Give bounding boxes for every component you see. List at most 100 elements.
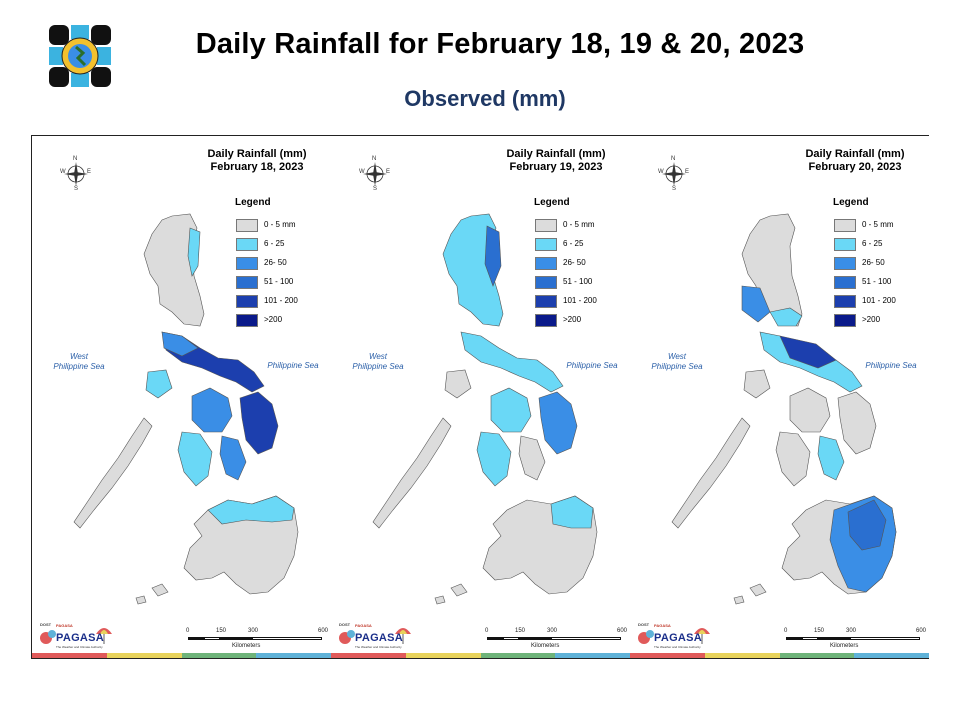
brand-color-segment xyxy=(480,653,556,658)
pagasa-name: PAGASA xyxy=(355,632,404,644)
scale-tick: 600 xyxy=(318,628,329,634)
legend-swatch xyxy=(834,314,856,327)
scale-bar-segment xyxy=(188,637,204,640)
pagasa-small-label: PAGASA xyxy=(355,623,372,628)
scale-bar-segment xyxy=(818,637,850,640)
brand-color-strip xyxy=(331,653,630,658)
scale-bar-segment xyxy=(220,637,252,640)
panel-title-text: Daily Rainfall (mm) xyxy=(506,148,606,160)
legend-label: 101 - 200 xyxy=(563,296,597,305)
scale-bar-segment xyxy=(786,637,802,640)
legend-swatch xyxy=(834,276,856,289)
legend-label: >200 xyxy=(264,315,283,324)
legend-label: 26- 50 xyxy=(563,258,586,267)
compass-letter-n: N xyxy=(73,156,78,162)
legend-title: Legend xyxy=(534,197,570,208)
scale-bar-segment xyxy=(204,637,220,640)
scale-tick: 150 xyxy=(814,628,825,634)
legend-label: >200 xyxy=(563,315,582,324)
scale-tick: 600 xyxy=(617,628,628,634)
legend-swatch xyxy=(834,219,856,232)
brand-color-segment xyxy=(256,653,331,658)
dost-label: DOST xyxy=(40,622,52,627)
pagasa-name: PAGASA xyxy=(56,632,105,644)
pagasa-seal-logo xyxy=(47,23,113,89)
sea-label-east: Philippine Sea xyxy=(267,361,319,370)
legend-label: 0 - 5 mm xyxy=(862,220,894,229)
scale-bar: 0 150 300 600 Kilometers xyxy=(182,628,331,654)
pagasa-logo: DOST PAGASA PAGASA The Weather and Climate … xyxy=(337,620,417,650)
legend-label: 6 - 25 xyxy=(563,239,584,248)
scale-tick: 600 xyxy=(916,628,927,634)
compass-letter-w: W xyxy=(60,169,66,175)
legend-swatch xyxy=(236,276,258,289)
sea-label-east: Philippine Sea xyxy=(865,361,917,370)
scale-bar: 0 150 300 600 Kilometers xyxy=(481,628,630,654)
pagasa-tagline: The Weather and Climate Authority xyxy=(56,645,103,649)
legend-swatch xyxy=(535,295,557,308)
compass-letter-e: E xyxy=(685,169,690,175)
legend-label: 6 - 25 xyxy=(862,239,883,248)
brand-color-segment xyxy=(854,653,929,658)
panel-title: Daily Rainfall (mm) February 18, 2023 xyxy=(192,148,322,174)
pagasa-logo: DOST PAGASA PAGASA The Weather and Climate … xyxy=(636,620,716,650)
legend-label: >200 xyxy=(862,315,881,324)
brand-color-segment xyxy=(32,653,107,658)
pagasa-tagline: The Weather and Climate Authority xyxy=(355,645,402,649)
panel-date: February 19, 2023 xyxy=(509,161,603,173)
philippines-rainfall-map xyxy=(64,162,299,605)
legend-swatch xyxy=(535,219,557,232)
scale-tick: 0 xyxy=(485,628,489,634)
compass-letter-e: E xyxy=(87,169,92,175)
dost-label: DOST xyxy=(339,622,351,627)
legend-label: 51 - 100 xyxy=(563,277,593,286)
pagasa-small-label: PAGASA xyxy=(56,623,73,628)
compass-letter-s: S xyxy=(74,186,79,192)
page-subtitle: Observed (mm) xyxy=(404,86,566,111)
compass-letter-n: N xyxy=(671,156,676,162)
brand-color-strip xyxy=(32,653,331,658)
brand-color-strip xyxy=(630,653,929,658)
scale-bar-segment xyxy=(519,637,551,640)
map-panel-feb-19: Daily Rainfall (mm) February 19, 2023 N S… xyxy=(331,136,631,658)
brand-color-segment xyxy=(331,653,406,658)
brand-color-segment xyxy=(181,653,257,658)
legend-label: 101 - 200 xyxy=(862,296,896,305)
panel-date: February 18, 2023 xyxy=(210,161,304,173)
legend-label: 51 - 100 xyxy=(264,277,294,286)
scale-unit-label: Kilometers xyxy=(232,643,261,649)
panel-date: February 20, 2023 xyxy=(808,161,902,173)
brand-color-segment xyxy=(405,653,481,658)
scale-bar: 0 150 300 600 Kilometers xyxy=(780,628,929,654)
panel-title-text: Daily Rainfall (mm) xyxy=(805,148,905,160)
compass-rose-icon xyxy=(662,162,686,186)
legend-label: 0 - 5 mm xyxy=(563,220,595,229)
legend-label: 26- 50 xyxy=(862,258,885,267)
legend-label: 6 - 25 xyxy=(264,239,285,248)
legend-swatch xyxy=(236,219,258,232)
scale-bar-segment xyxy=(850,637,920,640)
scale-tick: 0 xyxy=(186,628,190,634)
sea-label-west: West Philippine Sea xyxy=(651,352,703,371)
scale-tick: 300 xyxy=(547,628,558,634)
scale-bar-segment xyxy=(252,637,322,640)
legend-label: 101 - 200 xyxy=(264,296,298,305)
pagasa-name: PAGASA xyxy=(654,632,703,644)
compass-letter-w: W xyxy=(359,169,365,175)
compass-letter-n: N xyxy=(372,156,377,162)
legend-swatch xyxy=(236,238,258,251)
legend-swatch xyxy=(834,238,856,251)
legend-label: 51 - 100 xyxy=(862,277,892,286)
pagasa-small-label: PAGASA xyxy=(654,623,671,628)
legend-swatch xyxy=(236,257,258,270)
scale-bar-segment xyxy=(551,637,621,640)
legend-swatch xyxy=(236,295,258,308)
compass-rose-icon xyxy=(64,162,88,186)
pagasa-logo: DOST PAGASA PAGASA The Weather and Climate … xyxy=(38,620,118,650)
legend-swatch xyxy=(535,314,557,327)
scale-tick: 300 xyxy=(846,628,857,634)
panel-title: Daily Rainfall (mm) February 20, 2023 xyxy=(790,148,920,174)
legend-title: Legend xyxy=(235,197,271,208)
map-panel-feb-20: Daily Rainfall (mm) February 20, 2023 N S… xyxy=(630,136,929,658)
pagasa-tagline: The Weather and Climate Authority xyxy=(654,645,701,649)
